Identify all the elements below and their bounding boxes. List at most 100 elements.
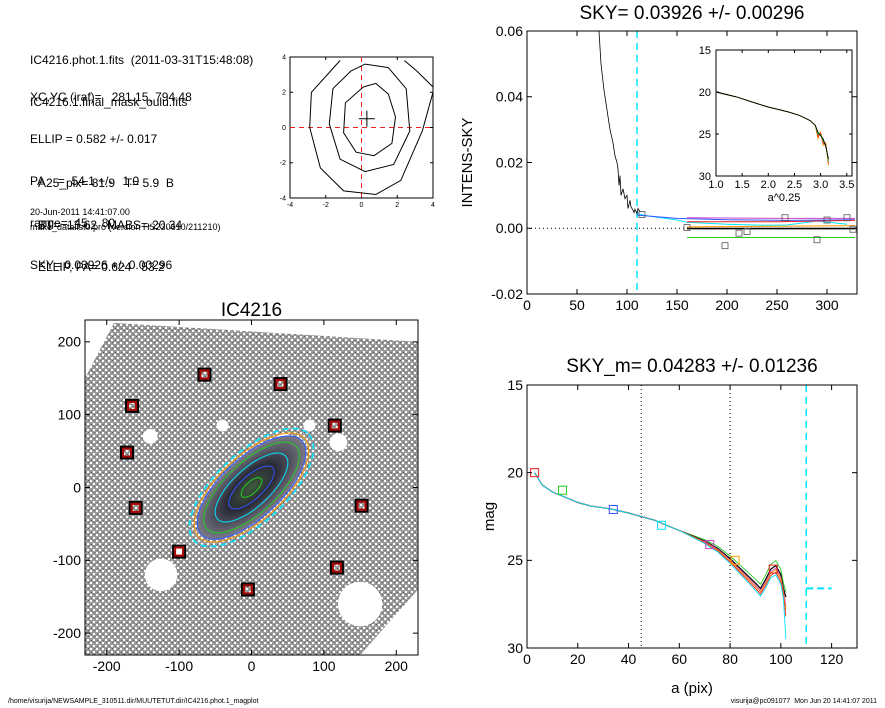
mag-sample-square xyxy=(705,540,715,550)
masked-star xyxy=(303,419,316,432)
sky-x-tick-label: 100 xyxy=(615,297,639,313)
info-param-line: ELLIP = 0.582 +/- 0.017 xyxy=(30,132,158,146)
mag-profile-line xyxy=(534,472,787,640)
mag-sample-square xyxy=(558,485,568,495)
galaxy-image xyxy=(85,322,418,655)
sky-box-inner xyxy=(356,500,367,511)
sky-box-inner xyxy=(121,447,132,458)
sky-y-tick-label: 0.04 xyxy=(496,89,523,105)
inset-frame xyxy=(715,49,853,177)
mag-y-tick-label: 15 xyxy=(507,377,523,393)
sky-y-tick-label: -0.02 xyxy=(491,286,523,302)
mag-plot-frame xyxy=(526,384,858,649)
info-param-line: BT= 13.62 MABS=-20.34 xyxy=(38,218,183,232)
sky-sample-square xyxy=(638,211,646,218)
mag-plot-xlabel: a (pix) xyxy=(671,680,713,697)
isophote-ellipse xyxy=(240,477,263,498)
image-y-tick-label: -100 xyxy=(53,552,81,568)
mag-plot-ylabel: mag xyxy=(481,502,498,531)
sky-sample-square xyxy=(743,228,751,235)
contour-x-tick-label: 4 xyxy=(431,202,435,209)
inset-x-tick-label: 3.0 xyxy=(813,179,828,191)
mag-y-tick-label: 30 xyxy=(507,640,523,656)
mag-sample-square xyxy=(768,564,778,574)
isophote-ellipse xyxy=(203,441,300,534)
inset-x-tick-label: 3.5 xyxy=(839,179,854,191)
inset-y-tick-label: 15 xyxy=(699,45,711,57)
footer-path: /home/visurija/NEWSAMPLE_310511.dir/MUUT… xyxy=(8,698,259,705)
sky-sample-square xyxy=(849,225,857,233)
image-y-tick-label: 100 xyxy=(58,407,82,423)
info-param-line: PA = 54.1 +/- 1.0 xyxy=(30,174,140,188)
isophote-contour xyxy=(309,60,434,196)
masked-star xyxy=(216,419,229,432)
contour-x-tick-label: 0 xyxy=(360,202,364,209)
sky-box-outer xyxy=(273,377,288,392)
sky-x-tick-label: 200 xyxy=(715,297,739,313)
sky-box-outer xyxy=(128,500,143,515)
masked-star xyxy=(329,433,348,452)
mag-y-tick-label: 20 xyxy=(507,465,523,481)
mag-x-tick-label: 80 xyxy=(722,651,738,667)
info-param-line: XC,YC (iraf)= 281.15, 794.48 xyxy=(30,90,192,104)
sky-series-group xyxy=(636,213,856,238)
info-header-line: IC4216.phot.1.fits (2011-03-31T15:48:08) xyxy=(30,53,254,67)
sky-x-tick-label: 50 xyxy=(569,297,585,313)
sky-box-inner xyxy=(127,400,138,411)
isophote-ellipse xyxy=(214,452,289,523)
info-galaxy-params: A25_pix= 81.9 T= 5.9 B BT= 13.62 MABS=-2… xyxy=(38,148,182,288)
sky-series-line xyxy=(636,214,856,221)
sky-box-outer xyxy=(172,544,187,559)
masked-star xyxy=(337,581,383,627)
image-x-tick-label: 100 xyxy=(312,658,336,674)
image-x-tick-label: 200 xyxy=(385,658,409,674)
image-y-tick-label: 200 xyxy=(58,334,82,350)
sky-sample-square xyxy=(823,216,831,224)
inset-x-tick-label: 2.0 xyxy=(761,179,776,191)
sky-box-outer xyxy=(197,367,212,382)
sky-profile-line xyxy=(598,30,641,215)
sky-box-inner xyxy=(275,379,286,390)
masked-star xyxy=(142,429,158,444)
image-x-tick-label: -200 xyxy=(93,658,121,674)
inset-y-tick-label: 30 xyxy=(699,171,711,183)
sky-sample-square xyxy=(781,214,789,222)
contour-x-tick-label: -2 xyxy=(323,202,329,209)
isophote-contour xyxy=(404,60,434,88)
mag-x-tick-label: 100 xyxy=(769,651,793,667)
sky-sample-square xyxy=(683,224,691,231)
isophote-ellipse xyxy=(193,432,310,543)
mag-y-tick-label: 25 xyxy=(507,552,523,568)
inset-y-tick-label: 25 xyxy=(699,129,711,141)
sky-box-outer xyxy=(327,418,342,433)
mag-sample-square xyxy=(608,504,618,514)
mag-profile-line xyxy=(534,472,787,617)
info-fit-params: XC,YC (iraf)= 281.15, 794.48 ELLIP = 0.5… xyxy=(30,62,192,286)
contour-y-tick-label: -2 xyxy=(280,160,286,167)
isophote-contour xyxy=(328,63,411,173)
sky-box-inner xyxy=(199,369,210,380)
info-header-line: IC4216.1.final_mask_oulu.fits xyxy=(30,95,188,109)
info-header: IC4216.phot.1.fits (2011-03-31T15:48:08)… xyxy=(30,25,253,123)
sky-box-outer xyxy=(119,445,134,460)
info-param-line: SKY= 0.03926 +/- 0.00296 xyxy=(30,258,173,272)
sky-box-inner xyxy=(329,420,340,431)
mag-profile-line xyxy=(534,472,787,610)
mag-plot-title: SKY_m= 0.04283 +/- 0.01236 xyxy=(566,356,817,377)
info-param-line: range= 45.- 80. xyxy=(30,216,119,230)
sky-x-tick-label: 0 xyxy=(523,297,531,313)
contour-y-tick-label: 4 xyxy=(282,54,286,61)
sky-box-outer xyxy=(329,560,344,575)
info-param-line: ELLIP, PA= 0.624 53.2 xyxy=(38,260,165,274)
sky-box-outer xyxy=(125,398,140,413)
sky-box-inner xyxy=(174,546,185,557)
sky-x-tick-label: 150 xyxy=(665,297,689,313)
sky-sample-square xyxy=(843,214,851,222)
mag-sample-square xyxy=(730,555,740,565)
mag-x-tick-label: 20 xyxy=(570,651,586,667)
image-x-tick-label: -100 xyxy=(165,658,193,674)
isophote-ellipse xyxy=(228,465,275,510)
sky-plot-ylabel: INTENS-SKY xyxy=(459,117,476,207)
mag-x-tick-label: 120 xyxy=(820,651,844,667)
